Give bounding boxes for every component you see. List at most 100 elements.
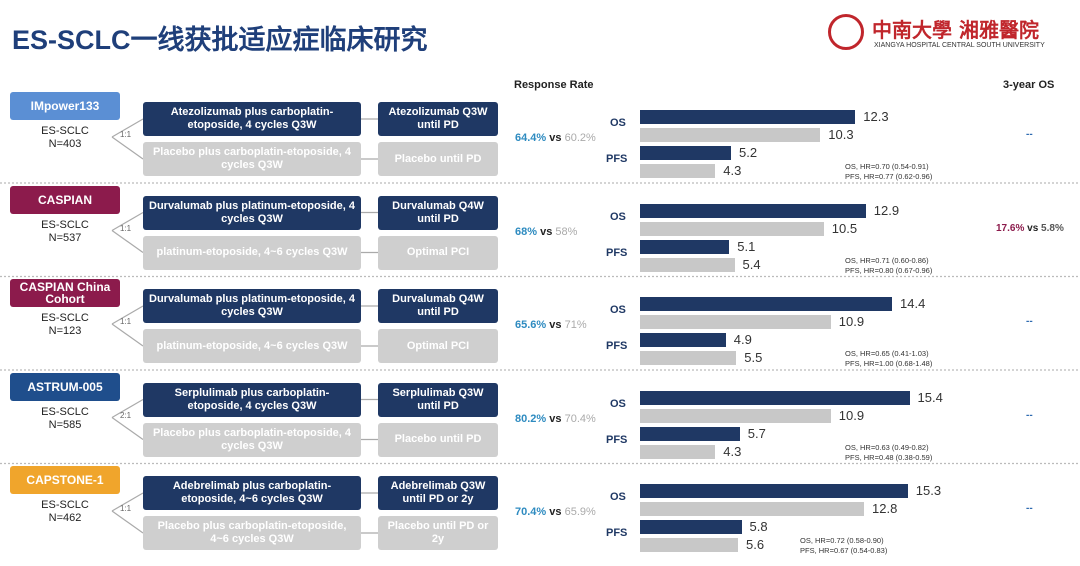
- ratio: 1:1: [120, 504, 132, 513]
- bar-value: 5.6: [746, 537, 765, 552]
- pfs-label: PFS: [606, 153, 628, 165]
- bar-value: 5.1: [737, 238, 756, 254]
- connector: [111, 492, 144, 512]
- connector: [111, 230, 144, 253]
- connector: [111, 398, 144, 419]
- ratio: 1:1: [120, 317, 132, 326]
- text: 71%: [564, 319, 587, 331]
- connector: [111, 305, 144, 325]
- connector: [111, 136, 144, 160]
- population: ES-SCLC: [41, 218, 89, 231]
- sample-size: N=462: [48, 512, 82, 524]
- control-maintenance: Placebo until PD: [378, 142, 498, 176]
- text: 70.4%: [515, 506, 547, 518]
- connector: [111, 417, 144, 440]
- bar-value: 14.4: [900, 296, 926, 311]
- bar: [640, 128, 821, 142]
- three-year-os: --: [1026, 316, 1033, 327]
- control-maintenance: Optimal PCI: [378, 329, 498, 363]
- control-induction: platinum-etoposide, 4~6 cycles Q3W: [143, 235, 361, 270]
- ratio: 1:1: [120, 223, 132, 233]
- bar-value: 15.3: [915, 483, 942, 498]
- experimental-maintenance: Atezolizumab Q3W until PD: [378, 102, 498, 136]
- pfs-label: PFS: [606, 340, 628, 352]
- slide-title: ES-SCLC一线获批适应症临床研究: [12, 25, 428, 55]
- hazard-ratio: PFS, HR=0.80 (0.67-0.96): [845, 265, 933, 275]
- experimental-maintenance: Durvalumab Q4W until PD: [378, 289, 498, 323]
- trial-badge: CASPIAN: [10, 185, 120, 214]
- bar: [640, 110, 856, 124]
- text: vs: [549, 506, 562, 518]
- response-rate: 64.4% vs 60.2%: [515, 132, 596, 144]
- bar-value: 4.9: [733, 332, 752, 347]
- text: vs: [540, 225, 553, 238]
- text: 80.2%: [515, 412, 547, 425]
- response-rate: 80.2% vs 70.4%: [515, 413, 596, 425]
- population: ES-SCLC: [41, 125, 89, 137]
- experimental-maintenance: Durvalumab Q4W until PD: [378, 195, 498, 230]
- bar-value: 4.3: [723, 443, 742, 459]
- control-induction: platinum-etoposide, 4~6 cycles Q3W: [143, 329, 361, 363]
- population: ES-SCLC: [41, 499, 89, 511]
- three-year-os: 17.6% vs 5.8%: [996, 223, 1064, 234]
- hazard-ratio: OS, HR=0.70 (0.54-0.91): [845, 162, 929, 171]
- bar: [640, 426, 740, 441]
- ratio: 1:1: [120, 130, 132, 139]
- text: --: [1026, 316, 1033, 327]
- sample-size: N=123: [48, 325, 82, 337]
- bar-value: 5.2: [739, 145, 758, 160]
- text: 17.6%: [996, 222, 1025, 234]
- bar: [640, 164, 716, 178]
- population: ES-SCLC: [41, 312, 89, 324]
- trial-badge: ASTRUM-005: [10, 372, 120, 401]
- bar: [640, 239, 730, 254]
- ratio: 2:1: [120, 410, 132, 420]
- bar-value: 5.7: [747, 425, 766, 441]
- control-maintenance: Placebo until PD or 2y: [378, 516, 498, 550]
- text: 65.6%: [515, 319, 547, 331]
- bar-value: 12.9: [873, 202, 900, 218]
- hazard-ratio: OS, HR=0.71 (0.60-0.86): [845, 255, 929, 265]
- experimental-induction: Durvalumab plus platinum-etoposide, 4 cy…: [143, 289, 361, 323]
- logo-subtext: XIANGYA HOSPITAL CENTRAL SOUTH UNIVERSIT…: [874, 42, 1045, 49]
- hazard-ratio: PFS, HR=0.67 (0.54-0.83): [800, 546, 888, 555]
- response-rate: 65.6% vs 71%: [515, 319, 587, 331]
- response-rate: 68% vs 58%: [515, 226, 577, 238]
- connector: [111, 118, 144, 138]
- bar-value: 5.4: [742, 256, 761, 272]
- bar: [640, 390, 910, 405]
- text: 64.4%: [515, 132, 547, 144]
- text: 68%: [515, 225, 538, 238]
- pfs-label: PFS: [606, 433, 628, 446]
- bar: [640, 520, 742, 534]
- os-label: OS: [610, 210, 626, 223]
- text: vs: [549, 412, 562, 425]
- os-label: OS: [610, 397, 626, 410]
- experimental-maintenance: Adebrelimab Q3W until PD or 2y: [378, 476, 498, 510]
- pfs-label: PFS: [606, 246, 628, 259]
- hazard-ratio: PFS, HR=0.48 (0.38-0.59): [845, 452, 933, 462]
- bar: [640, 221, 824, 236]
- text: 70.4%: [564, 412, 596, 425]
- sample-size: N=403: [48, 138, 82, 150]
- bar: [640, 502, 864, 516]
- control-maintenance: Optimal PCI: [378, 235, 498, 270]
- bar: [640, 333, 726, 347]
- bar-value: 10.9: [838, 407, 865, 423]
- control-induction: Placebo plus carboplatin-etoposide, 4 cy…: [143, 142, 361, 176]
- bar: [640, 444, 716, 459]
- text: vs: [549, 132, 562, 144]
- bar-value: 10.3: [828, 127, 854, 142]
- sample-size: N=585: [48, 418, 82, 431]
- os-label: OS: [610, 304, 626, 316]
- text: 58%: [555, 225, 578, 238]
- experimental-induction: Serplulimab plus carboplatin-etoposide, …: [143, 382, 361, 417]
- response-rate: 70.4% vs 65.9%: [515, 506, 596, 518]
- column-header: 3-year OS: [1003, 79, 1055, 91]
- os-label: OS: [610, 117, 626, 129]
- bar-value: 15.4: [917, 389, 943, 405]
- bar-value: 5.5: [744, 350, 763, 365]
- bar: [640, 146, 731, 160]
